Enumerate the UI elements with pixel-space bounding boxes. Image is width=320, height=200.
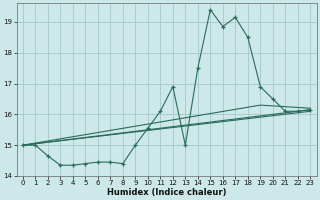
X-axis label: Humidex (Indice chaleur): Humidex (Indice chaleur) [107,188,226,197]
